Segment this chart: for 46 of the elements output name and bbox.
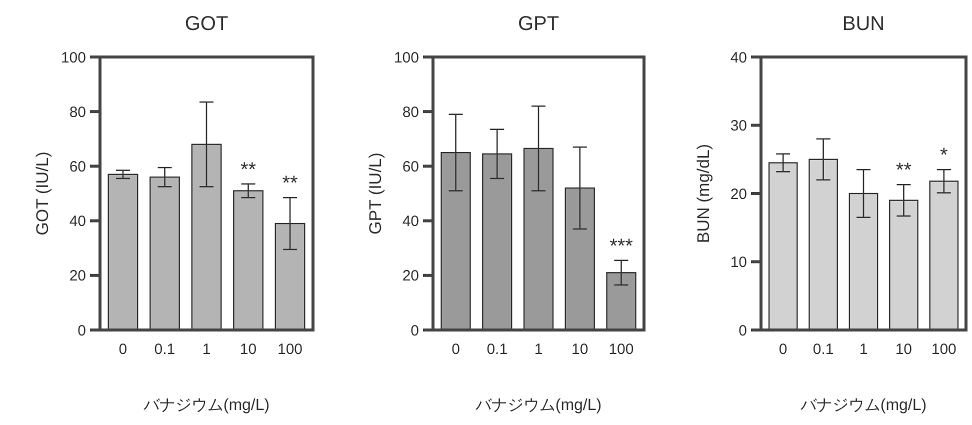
x-tick-label: 10 — [895, 341, 912, 358]
y-tick-label: 40 — [69, 213, 86, 230]
y-tick-label: 100 — [60, 49, 86, 66]
x-tick-label: 1 — [202, 341, 211, 358]
y-axis-title: GPT (IU/L) — [366, 152, 385, 234]
y-tick-label: 40 — [402, 213, 419, 230]
x-tick-label: 100 — [931, 341, 956, 358]
chart-title: GOT — [184, 13, 228, 35]
x-axis-title: バナジウム(mg/L) — [142, 397, 270, 414]
y-tick-label: 80 — [402, 104, 419, 121]
y-tick-label: 0 — [738, 322, 747, 340]
y-tick-label: 0 — [410, 322, 419, 340]
y-tick-label: 10 — [730, 254, 747, 271]
annotation: ** — [896, 160, 912, 182]
y-tick-label: 20 — [730, 186, 747, 203]
annotation: ** — [282, 172, 298, 195]
x-axis-title: バナジウム(mg/L) — [474, 397, 602, 414]
chart-title: BUN — [842, 13, 885, 35]
chart-title: GPT — [518, 13, 560, 35]
y-tick-label: 20 — [69, 268, 86, 285]
x-tick-label: 10 — [240, 341, 257, 358]
x-axis-title: バナジウム(mg/L) — [799, 397, 927, 414]
y-axis-title: GOT (IU/L) — [33, 152, 52, 236]
y-tick-label: 80 — [69, 104, 86, 121]
y-tick-label: 40 — [730, 49, 747, 66]
x-tick-label: 10 — [572, 341, 588, 358]
annotation: *** — [610, 235, 634, 258]
annotation: ** — [240, 158, 256, 181]
y-tick-label: 30 — [730, 118, 747, 134]
x-tick-label: 0 — [778, 341, 788, 358]
x-tick-label: 100 — [608, 341, 634, 358]
x-tick-label: 0.1 — [486, 341, 508, 358]
y-tick-label: 60 — [402, 158, 419, 176]
y-axis-title: BUN (mg/dL) — [694, 144, 713, 244]
x-tick-label: 100 — [278, 341, 303, 358]
x-tick-label: 0.1 — [154, 341, 176, 358]
x-tick-label: 0 — [452, 341, 460, 358]
x-tick-label: 1 — [534, 341, 543, 358]
annotation: * — [940, 144, 948, 167]
y-tick-label: 60 — [69, 158, 86, 176]
x-tick-label: 1 — [859, 341, 868, 358]
x-tick-label: 0 — [118, 341, 128, 358]
y-tick-label: 100 — [394, 49, 419, 66]
y-tick-label: 0 — [78, 322, 86, 340]
x-tick-label: 0.1 — [812, 341, 834, 358]
y-tick-label: 20 — [402, 268, 419, 285]
